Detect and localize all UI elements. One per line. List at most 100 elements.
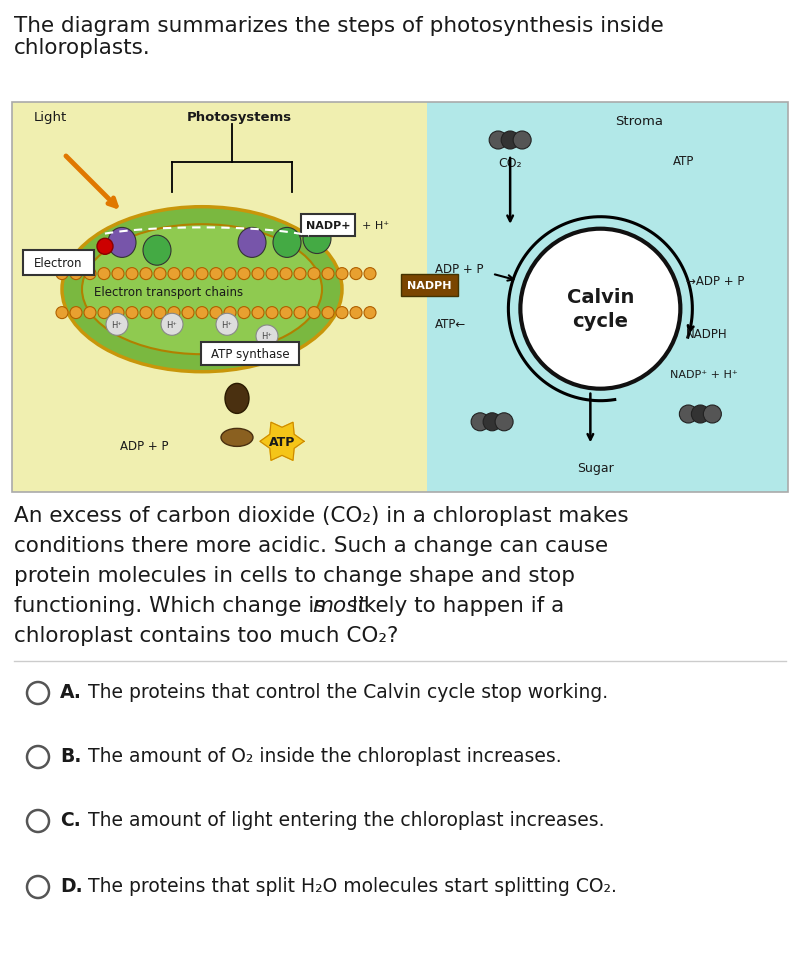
Text: The diagram summarizes the steps of photosynthesis inside: The diagram summarizes the steps of phot… bbox=[14, 16, 664, 36]
FancyBboxPatch shape bbox=[301, 214, 355, 236]
Circle shape bbox=[280, 308, 292, 319]
Circle shape bbox=[70, 269, 82, 280]
Text: An excess of carbon dioxide (CO₂) in a chloroplast makes: An excess of carbon dioxide (CO₂) in a c… bbox=[14, 505, 629, 526]
Ellipse shape bbox=[82, 225, 322, 355]
Circle shape bbox=[350, 308, 362, 319]
Circle shape bbox=[140, 308, 152, 319]
Text: + H⁺: + H⁺ bbox=[362, 221, 389, 231]
Circle shape bbox=[308, 269, 320, 280]
Circle shape bbox=[126, 308, 138, 319]
Circle shape bbox=[182, 269, 194, 280]
Ellipse shape bbox=[303, 225, 331, 254]
FancyBboxPatch shape bbox=[201, 343, 298, 365]
Circle shape bbox=[140, 269, 152, 280]
Text: NADPH: NADPH bbox=[406, 280, 451, 291]
Circle shape bbox=[322, 269, 334, 280]
Text: cycle: cycle bbox=[572, 312, 628, 331]
Text: ATP: ATP bbox=[673, 154, 694, 168]
Ellipse shape bbox=[62, 207, 342, 372]
Circle shape bbox=[336, 308, 348, 319]
Text: Electron transport chains: Electron transport chains bbox=[94, 286, 243, 299]
Text: The amount of light entering the chloroplast increases.: The amount of light entering the chlorop… bbox=[88, 811, 605, 829]
Circle shape bbox=[256, 325, 278, 348]
Circle shape bbox=[182, 308, 194, 319]
Circle shape bbox=[210, 269, 222, 280]
Text: Photosystems: Photosystems bbox=[187, 110, 292, 124]
Text: most: most bbox=[312, 595, 366, 616]
Text: NADP⁺ + H⁺: NADP⁺ + H⁺ bbox=[670, 369, 738, 379]
Text: ADP + P: ADP + P bbox=[435, 263, 484, 276]
Text: A.: A. bbox=[60, 683, 82, 701]
Circle shape bbox=[98, 308, 110, 319]
Circle shape bbox=[216, 314, 238, 336]
Circle shape bbox=[336, 269, 348, 280]
Bar bbox=[12, 103, 427, 492]
Circle shape bbox=[168, 308, 180, 319]
Text: H⁺: H⁺ bbox=[262, 332, 273, 341]
Text: →ADP + P: →ADP + P bbox=[686, 275, 745, 288]
Text: Light: Light bbox=[34, 110, 67, 124]
Circle shape bbox=[154, 308, 166, 319]
Text: functioning. Which change is: functioning. Which change is bbox=[14, 595, 332, 616]
Ellipse shape bbox=[225, 384, 249, 414]
Circle shape bbox=[56, 308, 68, 319]
Text: The proteins that split H₂O molecules start splitting CO₂.: The proteins that split H₂O molecules st… bbox=[88, 876, 617, 896]
Text: The amount of O₂ inside the chloroplast increases.: The amount of O₂ inside the chloroplast … bbox=[88, 746, 562, 766]
Circle shape bbox=[238, 269, 250, 280]
Text: Stroma: Stroma bbox=[614, 115, 662, 128]
Circle shape bbox=[308, 308, 320, 319]
Circle shape bbox=[84, 269, 96, 280]
Ellipse shape bbox=[238, 229, 266, 258]
Ellipse shape bbox=[273, 229, 301, 258]
Circle shape bbox=[483, 413, 501, 432]
Circle shape bbox=[520, 230, 680, 389]
Text: Sugar: Sugar bbox=[577, 461, 614, 474]
Circle shape bbox=[106, 314, 128, 336]
Text: D.: D. bbox=[60, 876, 82, 896]
Circle shape bbox=[489, 132, 507, 149]
Circle shape bbox=[501, 132, 519, 149]
Ellipse shape bbox=[221, 429, 253, 446]
Circle shape bbox=[161, 314, 183, 336]
FancyArrowPatch shape bbox=[66, 156, 116, 207]
Circle shape bbox=[294, 308, 306, 319]
Circle shape bbox=[679, 405, 698, 424]
Text: C.: C. bbox=[60, 811, 81, 829]
FancyBboxPatch shape bbox=[401, 275, 458, 297]
Circle shape bbox=[112, 308, 124, 319]
Circle shape bbox=[168, 269, 180, 280]
Circle shape bbox=[27, 876, 49, 898]
Circle shape bbox=[266, 269, 278, 280]
Text: chloroplasts.: chloroplasts. bbox=[14, 38, 150, 58]
Text: The proteins that control the Calvin cycle stop working.: The proteins that control the Calvin cyc… bbox=[88, 683, 608, 701]
Ellipse shape bbox=[108, 229, 136, 258]
Circle shape bbox=[252, 269, 264, 280]
Text: Calvin: Calvin bbox=[566, 288, 634, 307]
Text: B.: B. bbox=[60, 746, 82, 766]
Text: NADPH: NADPH bbox=[686, 328, 728, 341]
Circle shape bbox=[70, 308, 82, 319]
Circle shape bbox=[364, 269, 376, 280]
Circle shape bbox=[56, 269, 68, 280]
Text: H⁺: H⁺ bbox=[111, 320, 122, 329]
Circle shape bbox=[294, 269, 306, 280]
Circle shape bbox=[691, 405, 710, 424]
Text: CO₂: CO₂ bbox=[498, 157, 522, 170]
Text: likely to happen if a: likely to happen if a bbox=[352, 595, 564, 616]
Circle shape bbox=[350, 269, 362, 280]
Text: ADP + P: ADP + P bbox=[120, 440, 169, 452]
Circle shape bbox=[513, 132, 531, 149]
Polygon shape bbox=[260, 423, 304, 461]
Text: ATP←: ATP← bbox=[435, 318, 466, 331]
Text: chloroplast contains too much CO₂?: chloroplast contains too much CO₂? bbox=[14, 625, 398, 646]
Text: H⁺: H⁺ bbox=[166, 320, 178, 329]
Text: H⁺: H⁺ bbox=[222, 320, 233, 329]
Ellipse shape bbox=[143, 236, 171, 266]
Circle shape bbox=[27, 746, 49, 768]
Circle shape bbox=[280, 269, 292, 280]
Circle shape bbox=[703, 405, 722, 424]
Text: ATP synthase: ATP synthase bbox=[210, 348, 290, 361]
Text: NADP+: NADP+ bbox=[306, 221, 350, 231]
FancyBboxPatch shape bbox=[22, 251, 94, 276]
Circle shape bbox=[126, 269, 138, 280]
